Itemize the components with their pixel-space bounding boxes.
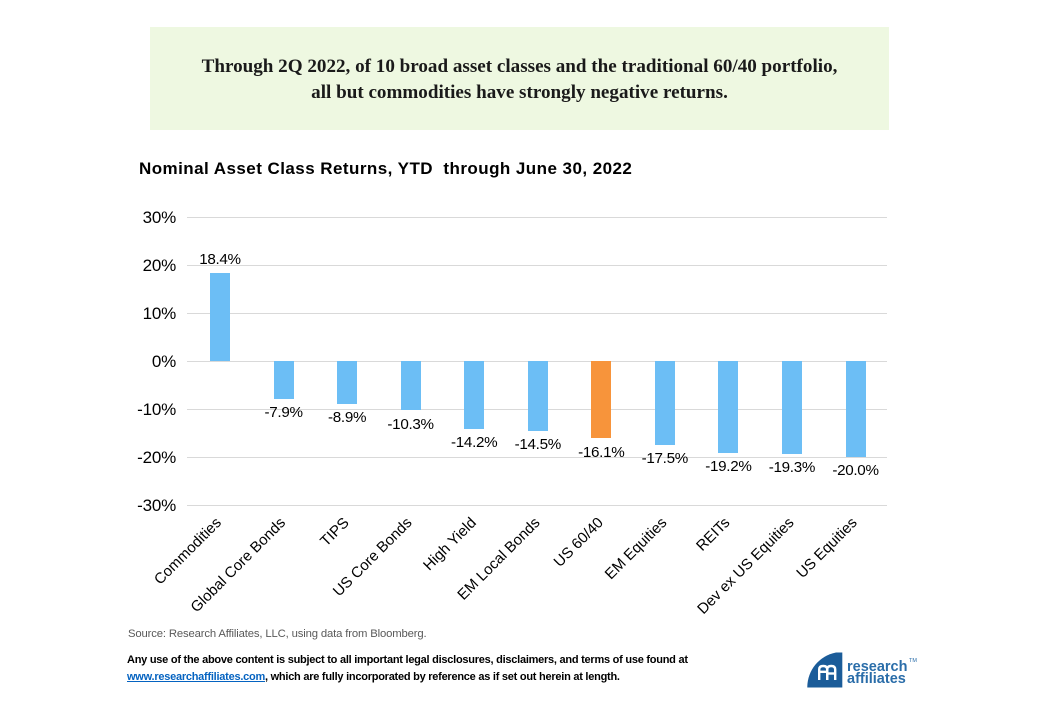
svg-text:TM: TM	[909, 658, 917, 664]
svg-text:research: research	[847, 659, 907, 675]
svg-text:affiliates: affiliates	[847, 671, 906, 687]
